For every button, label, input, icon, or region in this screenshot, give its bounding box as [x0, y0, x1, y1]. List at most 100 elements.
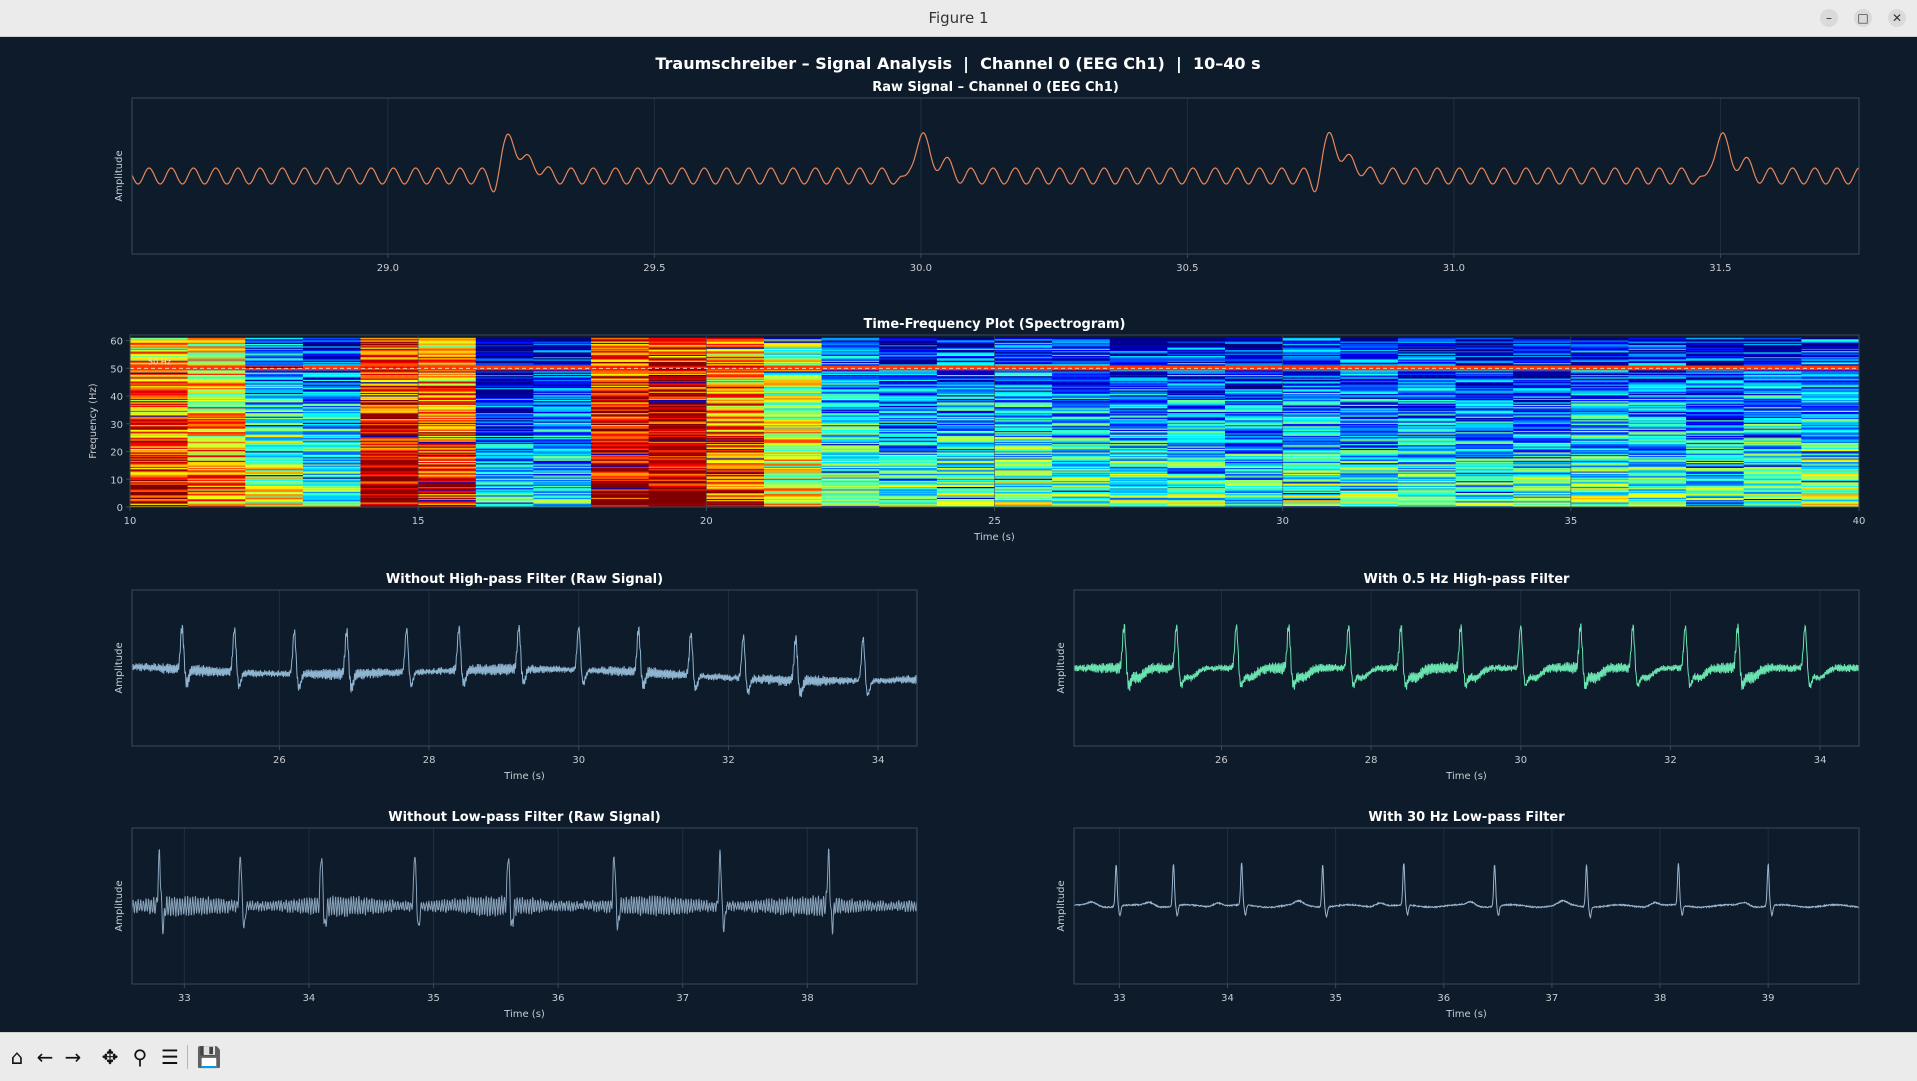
spectrogram-cell	[1455, 490, 1514, 492]
spectrogram-cell	[1109, 360, 1168, 362]
spectrogram-cell	[1686, 360, 1745, 362]
spectrogram-cell	[1109, 375, 1168, 378]
spectrogram-cell	[533, 410, 592, 412]
spectrogram-cell	[1686, 384, 1745, 386]
spectrogram-cell	[1167, 365, 1226, 367]
spectrogram-cell	[1513, 456, 1572, 459]
spectrogram-cell	[994, 398, 1053, 400]
spectrogram-cell	[764, 483, 822, 485]
spectrogram-cell	[764, 410, 822, 412]
spectrogram-cell	[1455, 409, 1514, 411]
spectrogram-cell	[648, 503, 707, 505]
spectrogram-cell	[187, 484, 246, 486]
spectrogram-cell	[187, 433, 246, 435]
spectrogram-cell	[1282, 491, 1341, 493]
spectrogram-cell	[1513, 454, 1572, 457]
spectrogram-cell	[1167, 446, 1226, 448]
spectrogram-cell	[1801, 482, 1859, 484]
spectrogram-cell	[1225, 491, 1283, 493]
spectrogram-cell	[130, 492, 188, 495]
minimize-icon[interactable]: –	[1820, 9, 1838, 27]
spectrogram-cell	[1513, 368, 1572, 371]
spectrogram-cell	[591, 404, 650, 406]
spectrogram-cell	[879, 344, 938, 347]
spectrogram-cell	[187, 383, 246, 385]
spectrogram-cell	[360, 472, 419, 474]
spectrogram-cell	[1743, 356, 1802, 359]
zoom-icon[interactable]: ⚲	[132, 1045, 148, 1069]
spectrogram-cell	[1570, 367, 1629, 370]
spectrogram-cell	[1513, 501, 1572, 503]
forward-icon[interactable]: →	[64, 1045, 82, 1069]
spectrogram-cell	[1628, 408, 1687, 410]
spectrogram-cell	[302, 458, 361, 460]
pan-icon[interactable]: ✥	[101, 1045, 119, 1069]
spectrogram-cell	[245, 455, 304, 458]
spectrogram-cell	[879, 356, 938, 359]
home-icon[interactable]: ⌂	[10, 1045, 24, 1069]
spectrogram-cell	[1397, 495, 1456, 497]
spectrogram-cell	[533, 447, 592, 449]
back-icon[interactable]: ←	[36, 1045, 54, 1069]
spectrogram-cell	[1052, 371, 1111, 373]
spectrogram-cell	[245, 495, 304, 497]
spectrogram-cell	[245, 474, 304, 477]
spectrogram-cell	[1282, 445, 1341, 447]
spectrogram-cell	[994, 348, 1053, 350]
spectrogram-cell	[1570, 391, 1629, 393]
save-icon[interactable]: 💾	[196, 1045, 222, 1069]
spectrogram-cell	[1052, 347, 1111, 349]
spectrogram-cell	[1340, 427, 1399, 429]
spectrogram-cell	[475, 427, 534, 429]
spectrogram-cell	[1455, 496, 1514, 498]
spectrogram-cell	[1513, 499, 1572, 502]
spectrogram-cell	[591, 464, 650, 466]
spectrogram-cell	[591, 505, 650, 507]
spectrogram-cell	[533, 347, 592, 349]
spectrogram-cell	[1167, 372, 1226, 374]
spectrogram-cell	[360, 360, 419, 362]
spectrogram-cell	[302, 344, 361, 347]
spectrogram-cell	[245, 471, 304, 473]
spectrogram-cell	[764, 491, 822, 493]
spectrogram-cell	[1225, 445, 1283, 447]
spectrogram-cell	[533, 452, 592, 454]
spectrogram-cell	[1052, 417, 1111, 420]
spectrogram-cell	[533, 389, 592, 391]
spectrogram-cell	[1801, 418, 1859, 421]
spectrogram-cell	[418, 446, 477, 448]
spectrogram-cell	[821, 379, 880, 381]
close-icon[interactable]: ✕	[1888, 9, 1906, 27]
spectrogram-cell	[1282, 377, 1341, 379]
spectrogram-cell	[706, 361, 765, 364]
spectrogram-cell	[1455, 406, 1514, 409]
spectrogram-cell	[1397, 364, 1456, 366]
highpass-ylabel: Amplitude	[1056, 642, 1067, 693]
spectrogram-cell	[1513, 367, 1572, 370]
spectrogram-cell	[994, 369, 1053, 372]
spectrogram-cell	[1570, 490, 1629, 492]
spectrogram-cell	[879, 354, 938, 356]
spectrogram-cell	[1743, 496, 1802, 498]
spectrogram-cell	[879, 442, 938, 445]
spectrogram-cell	[764, 466, 822, 468]
configure-subplots-icon[interactable]: ☰	[161, 1045, 179, 1069]
spectrogram-cell	[1167, 416, 1226, 418]
maximize-icon[interactable]: □	[1854, 9, 1872, 27]
spectrogram-cell	[648, 366, 707, 368]
spectrogram-cell	[1282, 480, 1341, 483]
spectrogram-cell	[1513, 504, 1572, 507]
spectrogram-cell	[1513, 385, 1572, 387]
spectrogram-cell	[764, 422, 822, 424]
spectrogram-cell	[1455, 474, 1514, 477]
spectrogram-cell	[1628, 435, 1687, 437]
spectrogram-cell	[1743, 391, 1802, 393]
spectrogram-cell	[1801, 453, 1859, 455]
spectrogram-cell	[1801, 365, 1859, 367]
spectrogram-cell	[1513, 340, 1572, 342]
spectrogram-cell	[475, 492, 534, 495]
spectrogram-cell	[994, 397, 1053, 399]
spectrogram-cell	[648, 393, 707, 396]
spectrogram-cell	[1397, 348, 1456, 350]
spectrogram-cell	[1167, 468, 1226, 471]
